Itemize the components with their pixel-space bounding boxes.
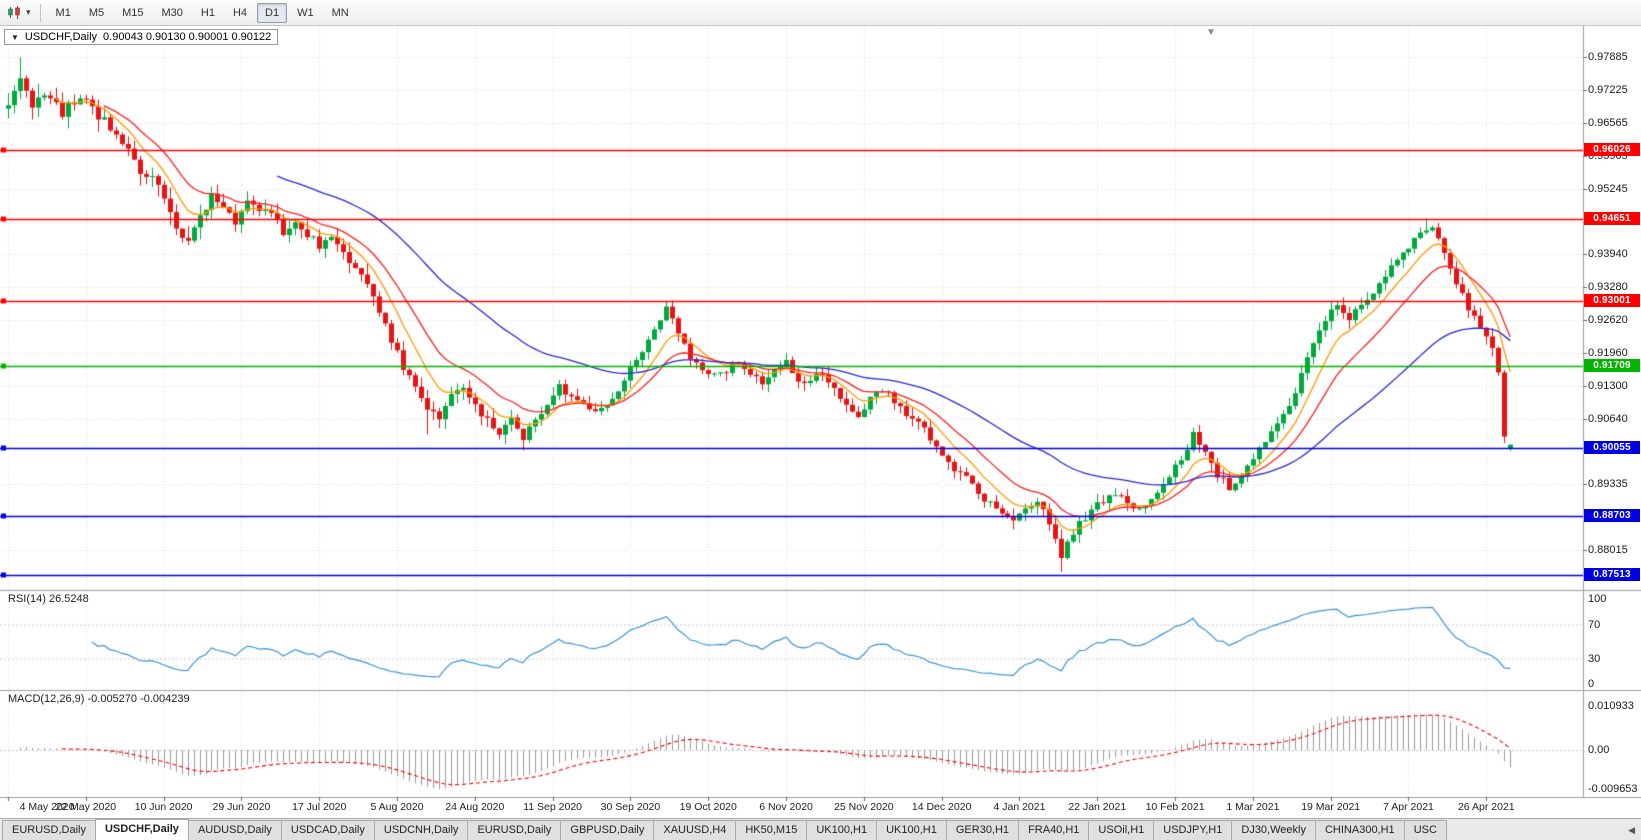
date-axis-label: 30 Sep 2020 [600,801,661,813]
price-axis-label: 0.93280 [1588,281,1628,294]
price-axis-label: 0.91960 [1588,346,1628,359]
date-axis-label: 25 Nov 2020 [834,801,894,813]
timeframe-m15-button[interactable]: M15 [122,6,144,19]
chart-tab-usoil-h1[interactable]: USOil,H1 [1088,820,1155,840]
level-price-tag[interactable]: 0.96026 [1584,143,1640,156]
chart-tab-eurusd-daily[interactable]: EURUSD,Daily [467,820,562,840]
price-axis-label: 0.97885 [1588,51,1628,64]
timeframe-w1-button[interactable]: W1 [297,6,314,19]
rsi-indicator-label: RSI(14) 26.5248 [8,593,89,605]
timeframe-h1-button[interactable]: H1 [200,6,215,19]
timeframe-m1-button[interactable]: M1 [55,6,71,19]
date-axis-label: 5 Aug 2020 [370,801,424,813]
scroll-position-marker[interactable]: ▼ [1206,27,1216,38]
date-axis-label: 11 Sep 2020 [523,801,583,813]
chart-tab-usdcnh-daily[interactable]: USDCNH,Daily [373,820,469,840]
timeframe-d1-button[interactable]: D1 [257,2,288,23]
toolbar: ▾ M1 M5 M15 M30 H1 H4 D1 W1 MN [0,0,1641,26]
date-axis-label: 24 Aug 2020 [445,801,505,813]
chart-tabs: EURUSD,Daily USDCHF,Daily AUDUSD,Daily USDC… [2,819,1447,840]
date-axis-label: 4 Jan 2021 [993,801,1046,813]
chart-tab-eurusd-daily[interactable]: EURUSD,Daily [2,820,96,840]
level-price-tag[interactable]: 0.88703 [1584,508,1640,522]
price-axis-label: 0.88015 [1588,543,1628,556]
date-axis-label: 10 Feb 2021 [1145,801,1205,813]
date-axis-label: 10 Jun 2020 [134,801,193,813]
price-axis-label: 0.96565 [1588,117,1628,130]
level-price-tag[interactable]: 0.94651 [1584,211,1640,225]
timeframe-h4-button[interactable]: H4 [232,6,248,19]
date-axis-label: 22 May 2020 [55,801,117,813]
price-chart-canvas[interactable] [0,26,1641,818]
level-price-tag[interactable]: 0.93001 [1584,294,1640,308]
chart-title: USDCHF,Daily [24,31,98,43]
chart-area: ▼ USDCHF,Daily 0.90043 0.90130 0.90001 0… [0,26,1641,818]
chart-tab-dj30-weekly[interactable]: DJ30,Weekly [1231,820,1316,840]
macd-axis-label: 0.00 [1588,744,1610,756]
date-axis-label: 17 Jul 2020 [292,801,347,813]
chart-type-dropdown-icon[interactable]: ▾ [26,7,31,17]
rsi-axis-label: 30 [1588,652,1601,665]
timeframe-mn-button[interactable]: MN [331,6,349,19]
rsi-value: 26.5248 [48,593,89,605]
symbol-dropdown-icon[interactable]: ▼ [11,32,19,42]
rsi-name: RSI(14) [8,593,46,605]
macd-axis-label: 0.010933 [1588,700,1634,713]
chart-tab-usc[interactable]: USC [1403,820,1447,840]
rsi-axis-label: 0 [1588,678,1595,690]
date-axis-label: 19 Oct 2020 [679,801,737,813]
chart-tab-hk50-m15[interactable]: HK50,M15 [735,820,808,840]
rsi-axis-label: 100 [1588,593,1607,605]
candlestick-chart-icon[interactable] [4,3,26,22]
chart-tab-china300-h1[interactable]: CHINA300,H1 [1314,820,1405,840]
chart-tab-fra40-h1[interactable]: FRA40,H1 [1018,820,1090,840]
level-price-tag[interactable]: 0.91709 [1584,358,1640,372]
macd-axis-label: -0.009653 [1588,782,1638,795]
chart-tab-ger30-h1[interactable]: GER30,H1 [945,820,1020,840]
tab-scroll-left-button[interactable]: ◀ [1628,825,1635,835]
price-axis-label: 0.97225 [1588,84,1628,97]
timeframe-m30-button[interactable]: M30 [161,6,183,19]
chart-tab-xauusd-h4[interactable]: XAUUSD,H4 [653,820,737,840]
date-axis-label: 22 Jan 2021 [1068,801,1127,813]
chart-tab-usdcad-daily[interactable]: USDCAD,Daily [280,820,375,840]
date-axis-label: 26 Apr 2021 [1457,801,1515,813]
price-axis-label: 0.93940 [1588,248,1628,261]
chart-tab-uk100-h1[interactable]: UK100,H1 [806,820,878,840]
date-axis-label: 1 Mar 2021 [1226,801,1280,813]
price-axis-label: 0.89335 [1588,478,1628,491]
date-axis-label: 14 Dec 2020 [911,801,972,813]
chart-tab-usdchf-daily[interactable]: USDCHF,Daily [94,819,189,840]
chart-tab-uk100-h1[interactable]: UK100,H1 [876,820,947,840]
timeframe-m5-button[interactable]: M5 [88,6,105,19]
date-axis-label: 6 Nov 2020 [759,801,813,813]
chart-ohlc-values: 0.90043 0.90130 0.90001 0.90122 [103,31,272,43]
chart-tab-gbpusd-daily[interactable]: GBPUSD,Daily [560,820,655,840]
price-axis-label: 0.92620 [1588,314,1628,327]
date-axis-label: 29 Jun 2020 [212,801,271,813]
rsi-axis-label: 70 [1588,618,1601,631]
date-axis-label: 7 Apr 2021 [1383,801,1434,813]
toolbar-separator [39,3,41,22]
level-price-tag[interactable]: 0.87513 [1584,568,1640,581]
price-axis-label: 0.90640 [1588,412,1628,425]
date-axis-label: 4 May 2020 [19,801,75,813]
chart-tab-usdjpy-h1[interactable]: USDJPY,H1 [1153,820,1233,840]
date-axis-label: 19 Mar 2021 [1301,801,1361,813]
level-price-tag[interactable]: 0.90055 [1584,441,1640,455]
price-axis-label: 0.91300 [1588,379,1628,392]
macd-indicator-label: MACD(12,26,9) -0.005270 -0.004239 [8,693,190,705]
chart-tab-bar: EURUSD,Daily USDCHF,Daily AUDUSD,Daily USDC… [0,818,1641,840]
macd-name: MACD(12,26,9) [8,693,85,705]
price-axis-label: 0.95245 [1588,182,1628,195]
chart-tab-audusd-daily[interactable]: AUDUSD,Daily [187,820,282,840]
timeframe-buttons: M1 M5 M15 M30 H1 H4 D1 W1 MN [47,2,358,23]
chart-title-box: ▼ USDCHF,Daily 0.90043 0.90130 0.90001 0… [4,29,279,45]
macd-values: -0.005270 -0.004239 [87,693,190,705]
